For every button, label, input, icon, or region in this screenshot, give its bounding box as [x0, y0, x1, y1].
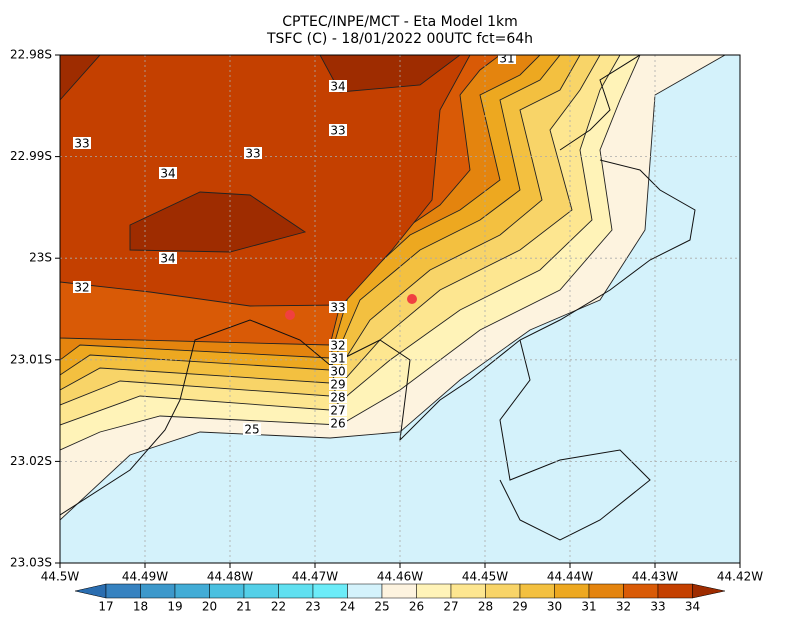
contour-label: 33	[245, 147, 260, 161]
contour-label-box	[159, 167, 177, 179]
contour-label-box	[329, 339, 347, 351]
colorbar-box	[416, 583, 452, 599]
lon-tick-label: 44.43W	[632, 570, 678, 584]
colorbar-label: 33	[650, 600, 665, 614]
contour-label: 30	[330, 365, 345, 379]
coastline	[499, 339, 651, 541]
colorbar-label: 21	[236, 600, 251, 614]
title-line: TSFC (C) - 18/01/2022 00UTC fct=64h	[266, 31, 533, 47]
contour-label: 27	[330, 404, 345, 418]
lon-tick-label: 44.42W	[717, 570, 763, 584]
colorbar-box	[312, 583, 348, 599]
lat-tick-label: 22.99S	[10, 149, 52, 163]
contour-label: 34	[160, 167, 175, 181]
colorbar-label: 20	[202, 600, 217, 614]
contour-label: 32	[74, 281, 89, 295]
lon-tick-label: 44.5W	[41, 570, 80, 584]
contour-label-box	[329, 378, 347, 390]
contour-label-box	[329, 417, 347, 429]
lon-tick-label: 44.44W	[547, 570, 593, 584]
colorbar-box	[623, 583, 659, 599]
colorbar-box	[209, 583, 245, 599]
colorbar-label: 17	[98, 600, 113, 614]
colorbar-box	[140, 583, 176, 599]
colorbar-box	[450, 583, 486, 599]
colorbar-box	[554, 583, 590, 599]
contour-label-box	[159, 252, 177, 264]
colorbar-box	[588, 583, 624, 599]
contour-label: 33	[330, 301, 345, 315]
contour-label-box	[329, 352, 347, 364]
colorbar-label: 19	[167, 600, 182, 614]
contour-label-box	[73, 281, 91, 293]
contour-label: 34	[160, 252, 175, 266]
colorbar-box	[485, 583, 521, 599]
colorbar-box	[347, 583, 383, 599]
colorbar-label: 32	[616, 600, 631, 614]
contour-label-box	[244, 147, 262, 159]
coastline	[559, 55, 641, 151]
colorbar-box	[657, 583, 693, 599]
colorbar-label: 24	[340, 600, 355, 614]
contour-label: 31	[499, 52, 514, 66]
contour-label: 26	[330, 417, 345, 431]
lon-tick-label: 44.47W	[292, 570, 338, 584]
contour-label-box	[243, 423, 261, 435]
location-marker	[407, 294, 417, 304]
contour-label-box	[73, 137, 91, 149]
temperature-band	[129, 191, 307, 253]
contour-label-box	[329, 391, 347, 403]
contour-label: 34	[330, 80, 345, 94]
lat-tick-label: 22.98S	[10, 48, 52, 62]
colorbar-label: 28	[478, 600, 493, 614]
colorbar-label: 31	[581, 600, 596, 614]
contour-label: 32	[330, 339, 345, 353]
colorbar-box	[381, 583, 417, 599]
contour-label-box	[329, 301, 347, 313]
contour-label-box	[329, 80, 347, 92]
colorbar-label: 29	[512, 600, 527, 614]
colorbar-label: 34	[685, 600, 700, 614]
lon-tick-label: 44.48W	[207, 570, 253, 584]
contour-label: 29	[330, 378, 345, 392]
colorbar-box	[519, 583, 555, 599]
colorbar-box	[105, 583, 141, 599]
colorbar-label: 18	[133, 600, 148, 614]
colorbar-label: 23	[305, 600, 320, 614]
colorbar-box	[174, 583, 210, 599]
temperature-band	[60, 55, 101, 101]
colorbar-label: 26	[409, 600, 424, 614]
lon-tick-label: 44.49W	[122, 570, 168, 584]
contour-label: 25	[244, 423, 259, 437]
colorbar-label: 22	[271, 600, 286, 614]
contour-label: 33	[74, 137, 89, 151]
contour-label: 33	[330, 124, 345, 138]
lat-tick-label: 23.02S	[10, 454, 52, 468]
colorbar-label: 27	[443, 600, 458, 614]
colorbar-label: 25	[374, 600, 389, 614]
colorbar-low	[74, 583, 107, 599]
contour-label: 31	[330, 352, 345, 366]
colorbar-box	[243, 583, 279, 599]
contour-label: 28	[330, 391, 345, 405]
contour-label-box	[498, 55, 516, 64]
contour-label-box	[329, 365, 347, 377]
contour-label-box	[329, 404, 347, 416]
lat-tick-label: 23S	[29, 251, 52, 265]
contour-label-box	[329, 124, 347, 136]
title-line: CPTEC/INPE/MCT - Eta Model 1km	[282, 14, 518, 30]
lon-tick-label: 44.45W	[462, 570, 508, 584]
colorbar-box	[278, 583, 314, 599]
location-marker	[285, 310, 295, 320]
lat-tick-label: 23.01S	[10, 352, 52, 366]
lat-tick-label: 23.03S	[10, 556, 52, 570]
colorbar-label: 30	[547, 600, 562, 614]
colorbar-high	[692, 583, 726, 599]
coastline	[60, 159, 696, 516]
lon-tick-label: 44.46W	[377, 570, 423, 584]
temperature-band	[319, 55, 461, 93]
